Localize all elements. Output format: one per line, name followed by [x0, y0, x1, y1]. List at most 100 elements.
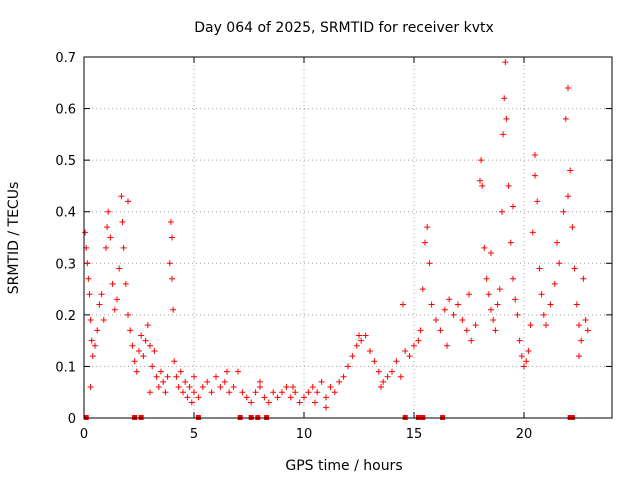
data-point — [503, 115, 510, 122]
data-point — [162, 389, 169, 396]
data-point — [88, 337, 95, 344]
data-point — [565, 193, 571, 200]
x-axis-title: GPS time / hours — [285, 458, 402, 474]
data-point — [213, 373, 219, 380]
data-point — [340, 373, 347, 380]
data-point — [270, 389, 277, 396]
data-point — [221, 378, 228, 385]
data-point — [131, 358, 138, 365]
data-point — [384, 373, 391, 380]
data-point — [188, 399, 195, 406]
data-point — [571, 265, 578, 272]
data-point — [199, 384, 206, 391]
data-point — [155, 384, 162, 391]
data-point — [170, 306, 177, 313]
data-point — [180, 389, 186, 396]
data-point — [393, 358, 400, 365]
data-point — [144, 322, 151, 329]
data-point — [122, 280, 129, 287]
data-point — [492, 327, 499, 334]
data-point — [261, 394, 268, 401]
data-point — [104, 224, 111, 231]
data-point — [142, 337, 149, 344]
chart-title: Day 064 of 2025, SRMTID for receiver kvt… — [194, 20, 494, 36]
data-point — [514, 311, 521, 318]
data-point — [488, 306, 494, 313]
data-point — [323, 404, 329, 411]
x-tick-label: 15 — [406, 427, 423, 442]
y-tick-label: 0.2 — [55, 309, 76, 324]
data-point — [151, 347, 158, 354]
data-point — [481, 244, 488, 251]
data-point — [120, 244, 127, 251]
y-axis-title: SRMTID / TECUs — [6, 182, 22, 295]
data-point — [450, 311, 457, 318]
data-point — [538, 291, 545, 298]
data-point — [516, 337, 523, 344]
data-point — [119, 219, 126, 226]
data-point — [576, 322, 582, 329]
y-tick-label: 0.4 — [55, 206, 76, 221]
data-point — [158, 368, 164, 375]
data-point — [349, 353, 356, 360]
data-point — [540, 311, 547, 318]
x-tick-label: 10 — [296, 427, 313, 442]
data-point — [169, 234, 175, 241]
data-point — [415, 337, 422, 344]
data-point — [576, 353, 582, 360]
data-point — [562, 115, 569, 122]
data-point — [512, 296, 519, 303]
data-point — [169, 275, 175, 282]
data-point — [356, 332, 362, 339]
x-tick-label: 20 — [516, 427, 533, 442]
data-points — [82, 59, 591, 411]
data-point — [318, 378, 325, 385]
data-point — [177, 368, 184, 375]
data-point — [485, 291, 492, 298]
data-point — [417, 327, 424, 334]
data-point — [296, 399, 303, 406]
data-point — [129, 342, 136, 349]
data-point — [565, 84, 571, 91]
data-point — [118, 193, 125, 200]
data-point — [556, 260, 563, 267]
data-point — [98, 291, 105, 298]
data-point — [257, 384, 263, 391]
data-point — [160, 378, 167, 385]
data-point — [166, 260, 173, 267]
data-point — [428, 301, 435, 308]
data-point — [532, 172, 538, 179]
data-point — [567, 167, 574, 174]
data-point — [252, 389, 259, 396]
data-point — [478, 157, 485, 164]
data-point — [525, 347, 532, 354]
data-point — [455, 301, 461, 308]
data-point — [578, 337, 585, 344]
data-point — [274, 394, 281, 401]
y-tick-label: 0.7 — [55, 51, 76, 66]
data-point — [149, 363, 156, 370]
data-point — [301, 394, 307, 401]
data-point — [501, 95, 508, 102]
data-point — [510, 275, 516, 282]
data-point — [446, 296, 453, 303]
data-point — [279, 389, 285, 396]
data-point — [167, 219, 174, 226]
data-point — [82, 229, 89, 236]
data-point — [419, 286, 426, 293]
data-point — [327, 384, 334, 391]
data-point — [371, 358, 378, 365]
data-point — [140, 353, 147, 360]
data-point — [580, 275, 587, 282]
data-point — [323, 394, 329, 401]
data-point — [463, 327, 470, 334]
data-point — [444, 342, 450, 349]
data-point — [529, 229, 536, 236]
data-point — [287, 394, 294, 401]
data-point — [441, 306, 448, 313]
data-point — [496, 286, 503, 293]
data-point — [488, 249, 494, 256]
y-tick-label: 0.6 — [55, 103, 76, 118]
data-point — [138, 332, 145, 339]
y-tick-label: 0.1 — [55, 360, 76, 375]
